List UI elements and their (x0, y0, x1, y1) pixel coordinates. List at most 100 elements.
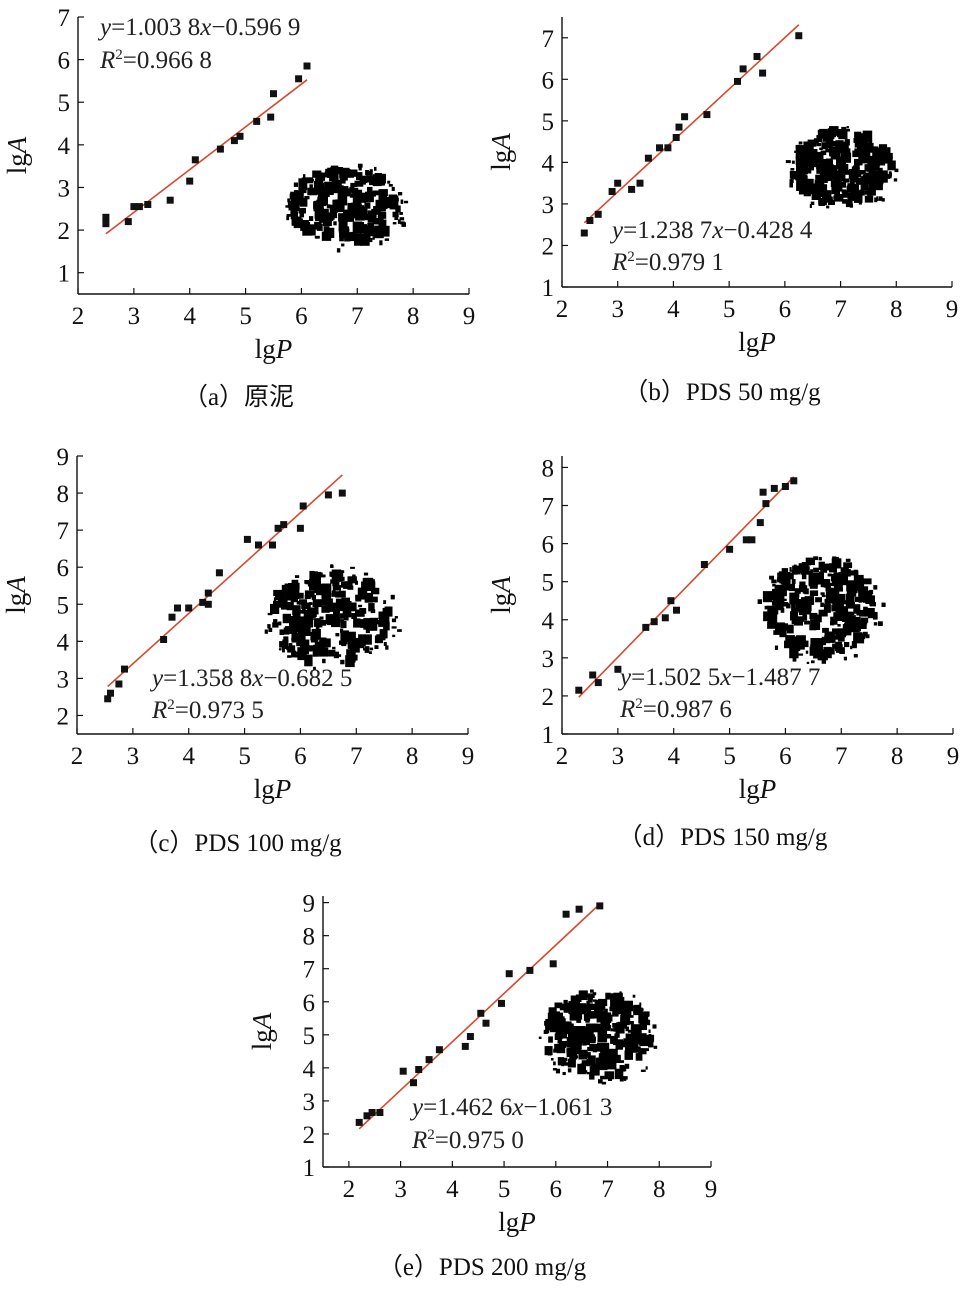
data-point (726, 545, 734, 553)
x-tick-label: 5 (498, 1176, 511, 1203)
x-tick-label: 6 (779, 296, 792, 323)
x-axis-label: lgP (254, 774, 292, 804)
fit-line (107, 474, 343, 688)
regression-equation: y=1.462 6x−1.061 3 (409, 1094, 612, 1121)
r-squared-label: R2=0.987 6 (619, 696, 732, 723)
r-squared-label: R2=0.975 0 (411, 1127, 524, 1154)
data-point (435, 1046, 443, 1054)
data-point (267, 113, 275, 121)
data-point (204, 589, 212, 597)
data-point (104, 695, 112, 703)
x-tick-label: 8 (653, 1176, 666, 1203)
x-tick-label: 8 (890, 296, 903, 323)
y-tick-label: 3 (542, 192, 555, 219)
y-tick-label: 5 (542, 570, 555, 597)
x-tick-label: 8 (407, 303, 420, 330)
data-point (243, 535, 251, 543)
data-point (675, 123, 683, 131)
data-point (124, 218, 132, 226)
regression-equation: y=1.003 8x−0.596 9 (97, 14, 300, 41)
data-point (296, 524, 304, 532)
y-tick-label: 3 (542, 646, 555, 673)
x-tick-label: 6 (550, 1176, 563, 1203)
y-tick-label: 9 (303, 891, 316, 918)
x-tick-label: 2 (71, 743, 84, 770)
y-tick-label: 1 (303, 1155, 316, 1182)
data-point (482, 1019, 490, 1027)
x-tick-label: 3 (128, 303, 141, 330)
data-point (338, 489, 346, 497)
data-point (636, 179, 644, 187)
data-point (673, 606, 680, 614)
x-tick-label: 5 (723, 296, 736, 323)
x-tick-label: 7 (351, 303, 364, 330)
data-point (526, 966, 534, 974)
data-point (255, 541, 262, 549)
data-point (575, 905, 583, 913)
y-tick-label: 4 (542, 608, 555, 635)
data-point (168, 613, 176, 621)
y-tick-label: 8 (57, 481, 70, 508)
y-axis-label: lgA (486, 133, 516, 171)
data-point (770, 484, 778, 492)
floc-image (264, 564, 402, 671)
data-point (753, 53, 761, 60)
data-point (759, 488, 767, 496)
panel-caption: （e）PDS 200 mg/g (378, 1253, 587, 1281)
fit-line (583, 24, 800, 224)
y-tick-label: 2 (58, 218, 71, 245)
data-point (280, 521, 288, 529)
data-point (174, 604, 181, 612)
data-point (739, 65, 747, 73)
y-tick-label: 5 (58, 90, 71, 117)
x-tick-label: 3 (127, 743, 140, 770)
y-tick-label: 3 (58, 175, 71, 202)
x-tick-label: 2 (72, 303, 85, 330)
y-tick-label: 7 (58, 5, 71, 32)
data-point (270, 90, 277, 98)
x-tick-label: 6 (295, 303, 308, 330)
data-point (628, 185, 636, 193)
data-point (236, 132, 244, 140)
data-point (199, 598, 207, 606)
data-point (415, 1066, 423, 1073)
y-tick-label: 9 (57, 444, 70, 471)
data-point (160, 636, 168, 643)
data-point (410, 1079, 417, 1087)
panel-caption: （a）原泥 (183, 383, 294, 411)
r-squared-label: R2=0.966 8 (99, 47, 212, 74)
data-point (274, 524, 282, 532)
data-point (303, 62, 311, 70)
x-tick-label: 4 (446, 1176, 459, 1203)
data-point (703, 111, 711, 119)
x-tick-label: 8 (891, 743, 904, 770)
x-tick-label: 4 (183, 303, 196, 330)
data-point (795, 32, 803, 40)
data-point (700, 561, 708, 568)
data-point (230, 137, 238, 145)
x-tick-label: 3 (611, 296, 624, 323)
regression-equation: y=1.358 8x−0.682 5 (149, 665, 352, 692)
data-point (742, 536, 750, 544)
y-tick-label: 6 (542, 532, 555, 559)
y-tick-label: 1 (58, 261, 71, 288)
floc-image (757, 556, 886, 664)
y-tick-label: 7 (542, 494, 555, 521)
r-squared-label: R2=0.973 5 (151, 697, 264, 724)
x-axis-label: lgP (498, 1207, 536, 1237)
regression-equation: y=1.238 7x−0.428 4 (609, 217, 813, 244)
y-tick-label: 2 (542, 684, 555, 711)
y-tick-label: 7 (542, 26, 555, 53)
data-point (580, 229, 588, 237)
data-point (425, 1056, 433, 1064)
y-tick-label: 3 (57, 666, 70, 693)
data-point (299, 502, 307, 510)
x-tick-label: 9 (462, 743, 475, 770)
data-point (295, 75, 303, 83)
data-point (594, 679, 602, 687)
data-point (144, 201, 152, 208)
